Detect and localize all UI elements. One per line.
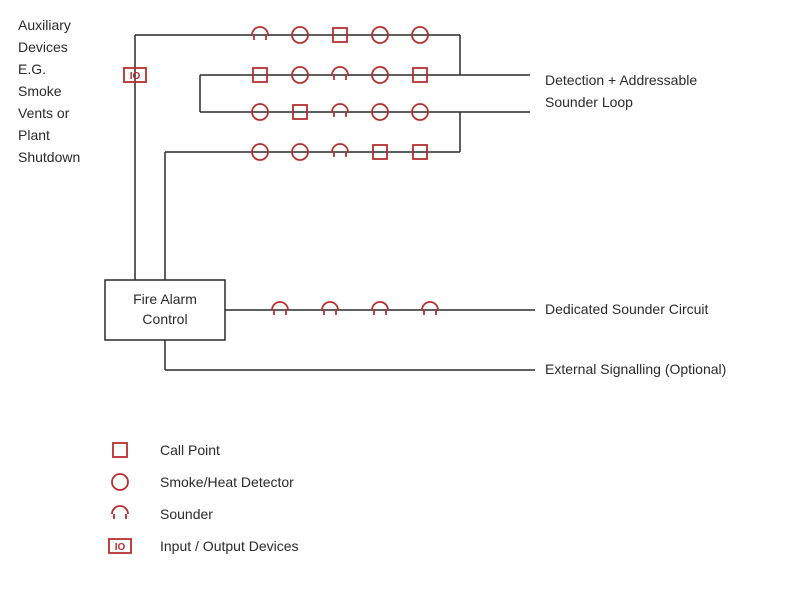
svg-text:Smoke/Heat Detector: Smoke/Heat Detector [160,474,294,490]
aux-label: Auxiliary Devices E.G. Smoke Vents or Plant Sh… [18,17,80,165]
external-label: External Signalling (Optional) [545,361,726,377]
svg-text:IO: IO [115,542,126,553]
svg-text:Detection + Addressable: Detection + Addressable [545,72,697,88]
svg-text:E.G.: E.G. [18,61,46,77]
dedicated-sounder-circuit [225,302,535,315]
dedicated-label: Dedicated Sounder Circuit [545,301,709,317]
aux-branch: IO [124,35,200,280]
svg-text:Shutdown: Shutdown [18,149,80,165]
svg-text:Fire Alarm: Fire Alarm [133,291,197,307]
svg-text:Call Point: Call Point [160,442,220,458]
svg-text:Auxiliary: Auxiliary [18,17,71,33]
detection-loop [200,27,530,160]
svg-text:Dedicated Sounder Circuit: Dedicated Sounder Circuit [545,301,709,317]
svg-text:IO: IO [130,71,141,82]
external-signalling [165,340,535,370]
svg-text:Devices: Devices [18,39,68,55]
svg-text:Input / Output Devices: Input / Output Devices [160,538,299,554]
fire-alarm-control: Fire Alarm Control [105,280,225,340]
svg-text:Sounder Loop: Sounder Loop [545,94,633,110]
svg-text:Plant: Plant [18,127,50,143]
svg-text:Sounder: Sounder [160,506,213,522]
detection-label: Detection + Addressable Sounder Loop [545,72,697,110]
svg-text:Smoke: Smoke [18,83,62,99]
legend: Call Point Smoke/Heat Detector Sounder IO In… [109,442,299,554]
mid-branch [165,152,200,280]
svg-text:External Signalling (Optional): External Signalling (Optional) [545,361,726,377]
svg-text:Control: Control [142,311,187,327]
svg-text:Vents or: Vents or [18,105,70,121]
